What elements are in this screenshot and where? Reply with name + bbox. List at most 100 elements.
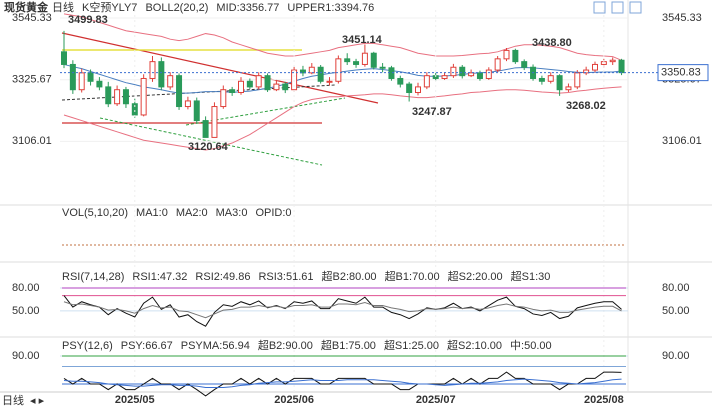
annotation: 3120.64 [188,141,229,153]
y-tick-label-right: 80.00 [662,282,690,294]
candle-body [158,61,165,88]
icon[interactable] [611,1,624,14]
candle-body [459,66,466,77]
candle-body [397,77,404,85]
indicator-label: 中:50.00 [510,339,552,352]
y-tick-label: 3545.33 [12,12,52,24]
candle-body [167,75,174,88]
candle-body [565,86,572,91]
y-tick-label: 80.00 [12,282,40,294]
candle-body [184,100,191,108]
indicator-label: MA3:0 [216,207,248,219]
period-arrows[interactable]: ◂ ▸ [30,395,45,407]
candle-body [485,69,492,79]
candle-body [592,63,598,71]
icon[interactable] [593,1,606,14]
series-line [63,371,622,397]
trend-line [61,32,379,104]
chart-title: 现货黄金 [4,0,49,14]
icon[interactable] [629,1,642,14]
period-label[interactable]: 日线 [2,393,24,407]
x-tick-label: 2025/07 [416,394,456,406]
candle-body [353,61,360,65]
candle-body [609,59,616,63]
candle-body [344,58,351,63]
candle-body [547,75,554,82]
candle-body [503,49,510,60]
annotation: 3438.80 [532,37,572,49]
candle-body [538,77,545,82]
indicator-label: 超S1:25.00 [384,338,439,352]
candle-body [441,75,448,79]
annotation: 3499.83 [68,14,108,26]
trend-line [99,117,323,166]
candle-body [370,52,377,68]
indicator-label: OPID:0 [255,207,291,219]
candle-body [238,80,244,94]
indicator-label: UPPER1:3394.76 [287,2,374,14]
candle-body [255,75,262,88]
indicator-label: RSI2:49.86 [195,271,250,283]
annotation: 3247.87 [412,106,452,118]
last-price-label: 3350.83 [661,67,701,79]
candle-body [69,63,76,91]
series-line [63,301,622,319]
candle-body [388,67,395,79]
indicator-label: 超B2:90.00 [258,338,313,352]
indicator-label: MID:3356.77 [216,2,279,14]
candle-body [308,66,315,74]
candle-body [556,75,563,91]
candle-body [494,58,501,71]
candle-body [131,103,138,116]
y-tick-label: 50.00 [12,305,40,317]
annotation: 3268.02 [566,100,606,112]
y-tick-label-right: 3545.33 [662,12,702,24]
indicator-label: MA1:0 [136,207,168,219]
y-tick-label: 90.00 [12,350,40,362]
indicator-label: BOLL2(20,2) [145,2,208,14]
indicator-label: MA2:0 [176,207,208,219]
candle-body [476,72,483,79]
indicator-label: VOL(5,10,20) [62,207,128,219]
candle-body [415,86,421,94]
candle-body [600,61,607,65]
candle-body [361,52,368,65]
candle-body [149,61,156,79]
period: 日线 [52,0,74,14]
candle-body [317,66,324,82]
candle-body [423,75,430,88]
y-tick-label-right: 90.00 [662,350,690,362]
candle-body [299,69,306,74]
indicator-label: PSY(12,6) [62,340,113,352]
candle-body [96,80,103,88]
candle-body [114,89,121,105]
indicator-label: RSI3:51.61 [258,271,313,283]
series-line [63,378,622,388]
x-tick-label: 2025/06 [274,394,314,406]
y-tick-label-right: 50.00 [662,305,690,317]
candle-body [379,66,386,69]
series-line [63,63,622,94]
candle-body [176,75,183,108]
indicator-label: 超B2:80.00 [322,269,377,283]
indicator-label: K空预YLY7 [82,0,137,14]
candle-body [326,80,333,83]
y-tick-label-right: 3106.01 [662,135,702,147]
candle-body [220,89,227,108]
indicator-label: 超S2:10.00 [447,338,502,352]
candle-body [450,66,457,77]
candle-body [202,120,209,138]
candle-body [335,58,342,82]
candle-body [618,59,625,74]
candle-body [246,80,253,88]
annotation: 3451.14 [342,34,383,46]
toolbar-icons [593,1,642,14]
series-line [63,86,622,151]
candle-body [521,61,528,68]
candle-body [574,72,581,88]
indicator-label: PSYMA:56.94 [181,340,250,352]
indicator-label: 超S1:30 [511,269,551,283]
candle-body [273,83,280,91]
candle-body [61,51,67,65]
